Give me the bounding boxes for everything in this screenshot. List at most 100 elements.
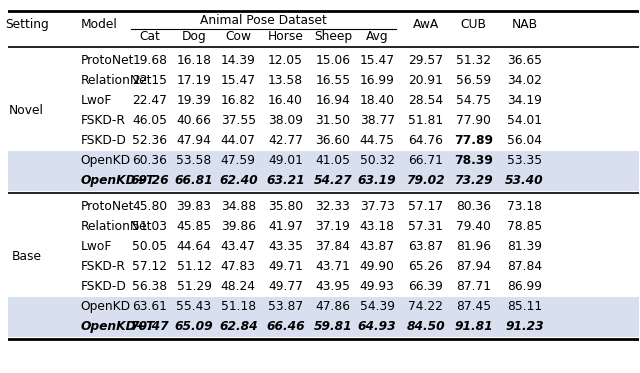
Text: 53.35: 53.35	[507, 154, 542, 167]
Text: 47.94: 47.94	[177, 134, 211, 147]
Text: 39.83: 39.83	[177, 200, 211, 213]
Text: 51.03: 51.03	[132, 220, 167, 233]
Text: 15.06: 15.06	[316, 54, 351, 67]
Text: 36.60: 36.60	[316, 134, 351, 147]
Text: 60.36: 60.36	[132, 154, 167, 167]
Text: 45.80: 45.80	[132, 200, 168, 213]
Text: 19.39: 19.39	[177, 94, 211, 107]
Text: Dog: Dog	[182, 30, 206, 43]
Text: 37.73: 37.73	[360, 200, 395, 213]
Text: 53.58: 53.58	[177, 154, 212, 167]
Text: Model: Model	[81, 18, 117, 31]
Text: 62.40: 62.40	[219, 174, 257, 187]
Text: 86.99: 86.99	[507, 280, 542, 293]
Text: 78.39: 78.39	[454, 154, 493, 167]
Text: 51.81: 51.81	[408, 114, 444, 127]
Text: 36.65: 36.65	[507, 54, 542, 67]
Text: 34.02: 34.02	[507, 74, 542, 87]
Text: 15.47: 15.47	[221, 74, 256, 87]
Text: 77.89: 77.89	[454, 134, 493, 147]
Text: Base: Base	[12, 250, 42, 263]
Text: 65.09: 65.09	[175, 320, 213, 333]
Text: 66.46: 66.46	[266, 320, 305, 333]
Text: 57.12: 57.12	[132, 260, 167, 273]
Text: 64.76: 64.76	[408, 134, 444, 147]
Text: 55.43: 55.43	[177, 300, 212, 313]
Text: 64.93: 64.93	[358, 320, 397, 333]
Text: 63.87: 63.87	[408, 240, 444, 253]
Text: Avg: Avg	[366, 30, 388, 43]
Text: 81.96: 81.96	[456, 240, 492, 253]
Text: 65.26: 65.26	[408, 260, 444, 273]
Text: 50.05: 50.05	[132, 240, 168, 253]
Text: 87.45: 87.45	[456, 300, 492, 313]
Text: 34.88: 34.88	[221, 200, 256, 213]
Text: 51.18: 51.18	[221, 300, 256, 313]
Text: 57.17: 57.17	[408, 200, 444, 213]
Text: 52.36: 52.36	[132, 134, 167, 147]
Text: 39.86: 39.86	[221, 220, 256, 233]
Text: 15.47: 15.47	[360, 54, 395, 67]
Text: Cow: Cow	[225, 30, 252, 43]
Text: Sheep: Sheep	[314, 30, 352, 43]
Text: 43.47: 43.47	[221, 240, 255, 253]
Text: 38.09: 38.09	[268, 114, 303, 127]
Text: 59.81: 59.81	[314, 320, 352, 333]
Text: 47.59: 47.59	[221, 154, 256, 167]
FancyBboxPatch shape	[8, 151, 639, 171]
Text: 43.71: 43.71	[316, 260, 351, 273]
Text: 18.40: 18.40	[360, 94, 395, 107]
Text: 85.11: 85.11	[507, 300, 542, 313]
Text: 56.04: 56.04	[507, 134, 542, 147]
Text: 73.29: 73.29	[454, 174, 493, 187]
Text: Setting: Setting	[4, 18, 49, 31]
Text: 77.90: 77.90	[456, 114, 492, 127]
Text: 22.47: 22.47	[132, 94, 167, 107]
Text: OpenKD+T: OpenKD+T	[81, 320, 155, 333]
Text: 16.18: 16.18	[177, 54, 211, 67]
Text: 91.81: 91.81	[454, 320, 493, 333]
Text: LwoF: LwoF	[81, 240, 112, 253]
Text: 45.85: 45.85	[177, 220, 212, 233]
Text: 54.39: 54.39	[360, 300, 395, 313]
Text: 42.77: 42.77	[268, 134, 303, 147]
Text: Novel: Novel	[9, 104, 44, 117]
Text: 87.71: 87.71	[456, 280, 492, 293]
Text: FSKD-D: FSKD-D	[81, 280, 126, 293]
Text: 63.61: 63.61	[132, 300, 167, 313]
Text: 19.68: 19.68	[132, 54, 167, 67]
Text: FSKD-R: FSKD-R	[81, 114, 125, 127]
Text: NAB: NAB	[511, 18, 538, 31]
Text: 38.77: 38.77	[360, 114, 395, 127]
Text: 48.24: 48.24	[221, 280, 256, 293]
Text: FSKD-D: FSKD-D	[81, 134, 126, 147]
Text: 20.91: 20.91	[408, 74, 444, 87]
Text: 56.59: 56.59	[456, 74, 492, 87]
Text: 16.99: 16.99	[360, 74, 395, 87]
Text: 44.64: 44.64	[177, 240, 211, 253]
Text: AwA: AwA	[413, 18, 439, 31]
Text: Animal Pose Dataset: Animal Pose Dataset	[200, 14, 327, 26]
Text: 79.40: 79.40	[456, 220, 492, 233]
Text: 28.54: 28.54	[408, 94, 444, 107]
Text: 43.95: 43.95	[316, 280, 351, 293]
Text: 35.80: 35.80	[268, 200, 303, 213]
Text: 78.85: 78.85	[507, 220, 542, 233]
Text: OpenKD: OpenKD	[81, 300, 131, 313]
Text: 34.19: 34.19	[507, 94, 542, 107]
Text: RelationNet: RelationNet	[81, 220, 152, 233]
Text: 22.15: 22.15	[132, 74, 167, 87]
Text: 49.90: 49.90	[360, 260, 395, 273]
Text: 49.77: 49.77	[268, 280, 303, 293]
Text: 49.71: 49.71	[268, 260, 303, 273]
Text: 51.29: 51.29	[177, 280, 211, 293]
Text: 63.19: 63.19	[358, 174, 397, 187]
Text: 40.66: 40.66	[177, 114, 211, 127]
Text: Cat: Cat	[140, 30, 160, 43]
Text: 31.50: 31.50	[316, 114, 351, 127]
Text: 16.94: 16.94	[316, 94, 351, 107]
Text: 91.23: 91.23	[505, 320, 543, 333]
Text: 37.84: 37.84	[316, 240, 351, 253]
Text: 29.57: 29.57	[408, 54, 444, 67]
Text: 54.01: 54.01	[507, 114, 542, 127]
